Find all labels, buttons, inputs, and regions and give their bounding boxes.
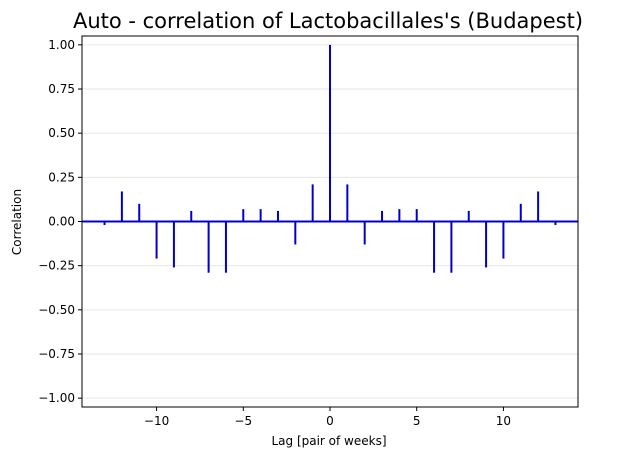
y-tick-label: −0.25 bbox=[38, 259, 75, 273]
y-tick-label: 0.00 bbox=[48, 215, 75, 229]
y-axis-ticks: −1.00 −0.75 −0.50 −0.25 0.00 0.25 0.50 0.75 1.00 bbox=[38, 38, 82, 405]
y-tick-label: 0.75 bbox=[48, 82, 75, 96]
y-tick-label: −0.50 bbox=[38, 303, 75, 317]
chart-title: Auto - correlation of Lactobacillales's … bbox=[73, 9, 583, 33]
y-axis-label: Correlation bbox=[10, 189, 24, 255]
x-tick-label: 5 bbox=[413, 414, 421, 428]
y-tick-label: 0.25 bbox=[48, 170, 75, 184]
x-tick-label: 0 bbox=[326, 414, 334, 428]
correlation-stems bbox=[103, 44, 557, 273]
y-tick-label: −1.00 bbox=[38, 391, 75, 405]
y-tick-label: −0.75 bbox=[38, 347, 75, 361]
y-tick-label: 1.00 bbox=[48, 38, 75, 52]
x-tick-label: −10 bbox=[144, 414, 169, 428]
x-tick-label: 10 bbox=[496, 414, 511, 428]
x-axis-label: Lag [pair of weeks] bbox=[271, 434, 386, 448]
y-tick-label: 0.50 bbox=[48, 126, 75, 140]
x-axis-ticks: −10 −5 0 5 10 bbox=[144, 407, 511, 428]
x-tick-label: −5 bbox=[234, 414, 252, 428]
